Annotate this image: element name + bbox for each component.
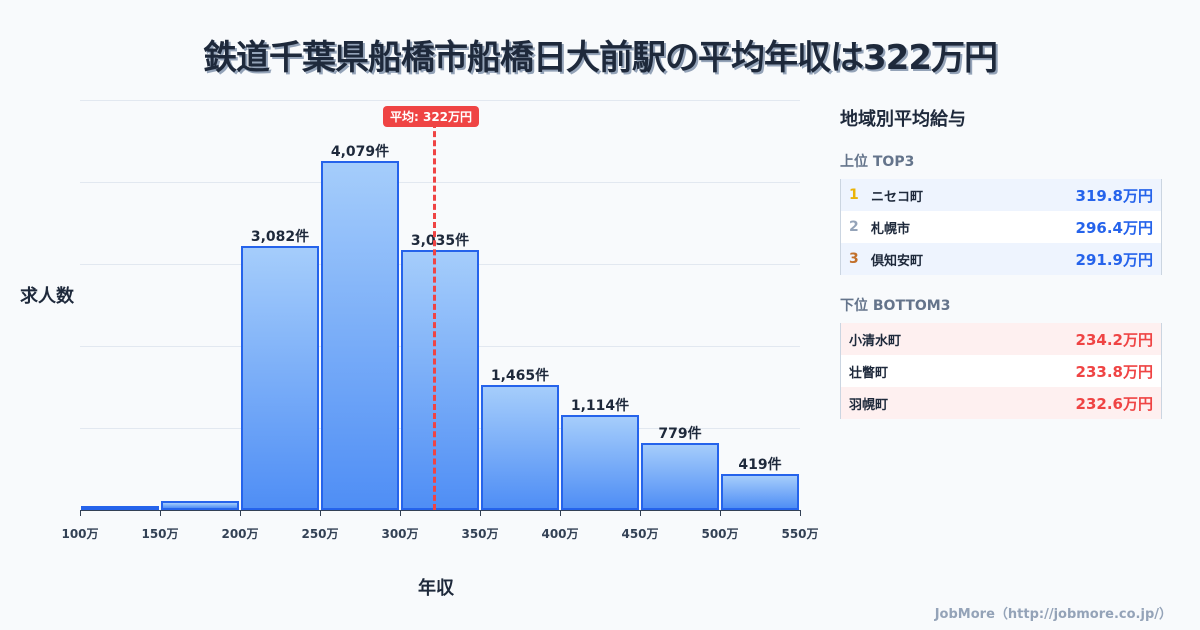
histogram-bar: [81, 506, 159, 510]
region-name: 倶知安町: [871, 253, 924, 269]
list-item: 3 倶知安町 291.9万円: [841, 243, 1161, 275]
bottom3-list: 小清水町 234.2万円 壮瞥町 233.8万円 羽幌町 232.6万円: [840, 323, 1162, 419]
region-name: 札幌市: [871, 221, 911, 237]
x-tick-label: 350万: [461, 527, 499, 541]
list-item: 1 ニセコ町 319.8万円: [841, 179, 1161, 211]
histogram-bar: [641, 443, 719, 510]
top3-list: 1 ニセコ町 319.8万円 2 札幌市 296.4万円 3 倶知安町 291.…: [840, 179, 1162, 275]
x-tick: [560, 510, 561, 516]
x-tick-label: 200万: [221, 527, 259, 541]
region-name: 羽幌町: [849, 397, 889, 413]
x-tick: [640, 510, 641, 516]
x-tick-label: 400万: [541, 527, 579, 541]
region-name: ニセコ町: [871, 189, 924, 205]
gridline: [80, 100, 800, 101]
histogram-bar: [561, 415, 639, 510]
histogram-bar: [241, 246, 319, 510]
x-tick-label: 100万: [61, 527, 99, 541]
bar-value-label: 1,465件: [490, 368, 550, 384]
x-axis-label: 年収: [418, 578, 454, 599]
histogram-bar: [721, 474, 799, 510]
average-badge: 平均: 322万円: [383, 106, 480, 127]
x-tick-label: 500万: [701, 527, 739, 541]
histogram-chart: 3,082件 4,079件 3,035件 1,465件 1,114件 779件 419件: [80, 100, 800, 510]
x-tick-label: 450万: [621, 527, 659, 541]
x-tick: [160, 510, 161, 516]
region-salary: 233.8万円: [1075, 362, 1153, 381]
x-tick: [80, 510, 81, 516]
histogram-bar: [321, 161, 399, 510]
region-salary: 319.8万円: [1075, 186, 1153, 205]
x-tick: [400, 510, 401, 516]
x-tick: [240, 510, 241, 516]
x-axis: [80, 510, 800, 511]
histogram-bar: [161, 501, 239, 510]
list-item: 小清水町 234.2万円: [841, 323, 1161, 355]
list-item: 2 札幌市 296.4万円: [841, 211, 1161, 243]
list-item: 羽幌町 232.6万円: [841, 387, 1161, 419]
x-tick: [320, 510, 321, 516]
x-tick-label: 550万: [781, 527, 819, 541]
region-salary: 232.6万円: [1075, 394, 1153, 413]
average-line: [433, 122, 436, 510]
bar-value-label: 419件: [738, 457, 782, 473]
region-name: 小清水町: [849, 333, 902, 349]
x-tick: [800, 510, 801, 516]
panel-title: 地域別平均給与: [840, 109, 966, 130]
page-title: 鉄道千葉県船橋市船橋日大前駅の平均年収は322万円: [203, 38, 998, 78]
footer-credit: JobMore（http://jobmore.co.jp/）: [934, 607, 1172, 622]
bar-value-label: 1,114件: [570, 398, 630, 414]
x-tick-label: 250万: [301, 527, 339, 541]
bar-value-label: 779件: [658, 426, 702, 442]
bar-value-label: 3,082件: [250, 229, 310, 245]
x-tick-label: 300万: [381, 527, 419, 541]
region-salary: 296.4万円: [1075, 218, 1153, 237]
region-salary: 234.2万円: [1075, 330, 1153, 349]
bottom3-heading: 下位 BOTTOM3: [840, 298, 951, 314]
x-tick: [480, 510, 481, 516]
x-tick-label: 150万: [141, 527, 179, 541]
region-salary: 291.9万円: [1075, 250, 1153, 269]
y-axis-label: 求人数: [20, 286, 74, 307]
bar-value-label: 3,035件: [410, 233, 470, 249]
histogram-bar: [481, 385, 559, 510]
histogram-bar: [401, 250, 479, 510]
bar-value-label: 4,079件: [330, 144, 390, 160]
gridline: [80, 182, 800, 183]
regional-salary-panel: 地域別平均給与 上位 TOP3 1 ニセコ町 319.8万円 2 札幌市 296…: [840, 100, 1162, 419]
region-name: 壮瞥町: [849, 365, 889, 381]
list-item: 壮瞥町 233.8万円: [841, 355, 1161, 387]
top3-heading: 上位 TOP3: [840, 154, 915, 170]
rank-number: 1: [849, 187, 859, 203]
rank-number: 3: [849, 251, 859, 267]
x-tick: [720, 510, 721, 516]
rank-number: 2: [849, 219, 859, 235]
